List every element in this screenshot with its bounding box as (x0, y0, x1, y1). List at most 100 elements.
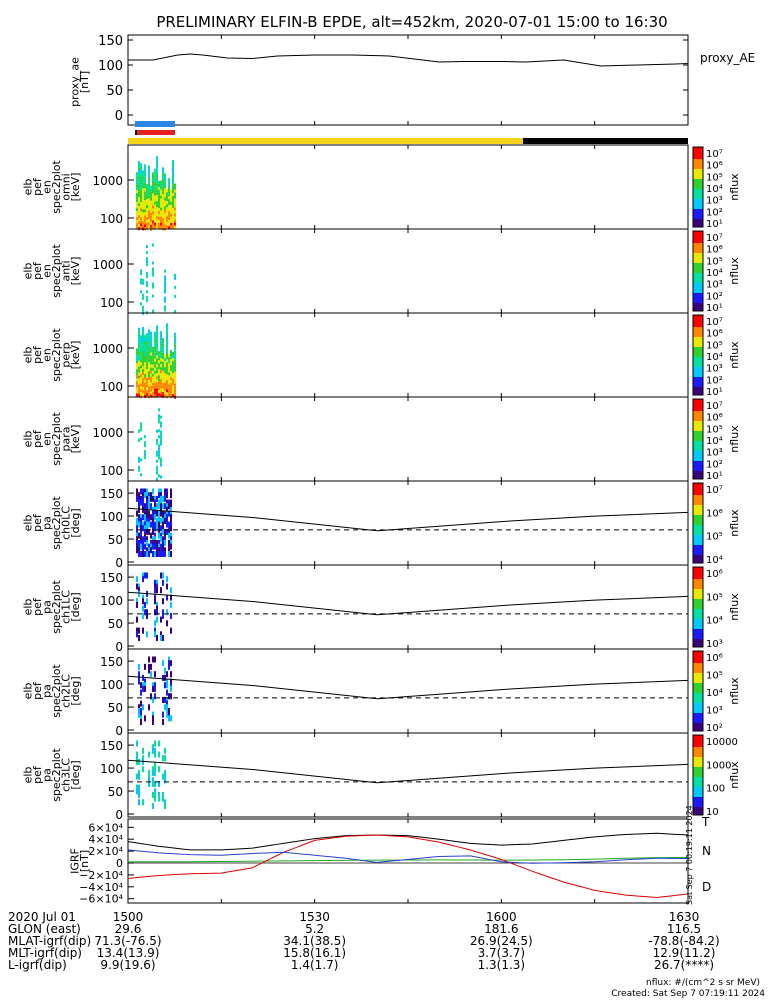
pa-cell (164, 514, 166, 521)
spec-cell (172, 217, 174, 221)
pa-cell (168, 510, 170, 517)
spec-cell (144, 435, 146, 439)
igrf-series-D (127, 834, 689, 899)
spec-cell (160, 198, 162, 202)
pa-cell (148, 514, 150, 521)
spec-cell (144, 170, 146, 174)
pa-cell (138, 514, 140, 521)
spec-cell (142, 281, 144, 285)
spec-cell (138, 339, 140, 343)
pa-cell (166, 583, 168, 590)
spec-cell (150, 361, 152, 365)
spec-cell (146, 393, 148, 397)
pa-cell (146, 492, 148, 499)
spec-cell (152, 181, 154, 185)
spec-cell (138, 393, 140, 397)
ylabel-line: elb (21, 431, 34, 448)
loss-cone-line (127, 759, 689, 784)
spec-cell (156, 379, 158, 383)
ylabel-line: para (59, 427, 72, 452)
spec-cell (150, 334, 152, 338)
spec-cell (164, 364, 166, 368)
spec-cell (146, 260, 148, 264)
spec-cell (158, 198, 160, 202)
spec-cell (154, 177, 156, 181)
spec-cell (140, 166, 142, 170)
colorbar-cell (693, 255, 703, 258)
pa-cell (148, 510, 150, 517)
pa-cell (156, 510, 158, 517)
spec-cell (166, 341, 168, 345)
pa-cell (152, 514, 154, 521)
loss-cone-line (127, 591, 689, 616)
colorbar-cell (693, 699, 703, 702)
pa-cell (144, 532, 146, 539)
pa-cell (150, 663, 152, 670)
colorbar-cell (693, 539, 703, 542)
ylabel-line: [keV] (69, 257, 82, 286)
pa-cell (154, 543, 156, 550)
pa-cell (144, 685, 146, 692)
pa-cell (144, 572, 146, 579)
spec-cell (142, 339, 144, 343)
colorbar-cell (693, 393, 703, 396)
pa-cell (152, 682, 154, 689)
spec-cell (164, 379, 166, 383)
spec-cell (164, 212, 166, 216)
pa-cell (148, 777, 150, 784)
pa-cell (152, 656, 154, 663)
colorbar-cell (693, 617, 703, 620)
colorbar-tick: 10⁶ (706, 569, 723, 580)
spec-cell (170, 350, 172, 354)
pa-cell (138, 503, 140, 510)
ylabel-line: pef (31, 765, 44, 784)
colorbar-cell (693, 235, 703, 238)
spec-cell (164, 308, 166, 312)
colorbar-cell (693, 427, 703, 430)
pa-cell (158, 791, 160, 798)
pa-cell (148, 656, 150, 663)
colorbar-cell (693, 259, 703, 262)
colorbar-tick: 10¹ (706, 471, 723, 482)
colorbar-tick: 10⁴ (706, 688, 723, 699)
spec-cell (146, 299, 148, 303)
spec-cell (138, 221, 140, 225)
pa-cell (156, 605, 158, 612)
pa-cell (156, 543, 158, 550)
spec-cell (138, 194, 140, 198)
spec-cell (172, 388, 174, 392)
spec-cell (152, 355, 154, 359)
spec-cell (140, 269, 142, 273)
spec-cell (154, 355, 156, 359)
pa-cell (158, 488, 160, 495)
spec-cell (156, 471, 158, 475)
pa-cell (168, 711, 170, 718)
pa-cell (160, 525, 162, 532)
spec-cell (144, 203, 146, 207)
spec-cell (136, 351, 138, 355)
colorbar-cell (693, 219, 703, 222)
spec-cell (146, 184, 148, 188)
spec-cell (142, 336, 144, 340)
colorbar-tick: 10² (706, 291, 723, 302)
pa-cell (162, 550, 164, 557)
colorbar-tick: 10000 (706, 737, 738, 748)
spec-cell (172, 361, 174, 365)
colorbar-cell (693, 607, 703, 610)
colorbar-cell (693, 601, 703, 604)
spec-cell (142, 203, 144, 207)
colorbar-cell (693, 547, 703, 550)
colorbar-cell (693, 381, 703, 384)
spec-cell (162, 179, 164, 183)
science-zone-blue-bar (135, 121, 175, 127)
spec-cell (160, 219, 162, 223)
ylabel-line: [deg] (69, 676, 82, 705)
spec-cell (150, 349, 152, 353)
spec-cell (154, 186, 156, 190)
spec-cell (166, 350, 168, 354)
spec-cell (164, 206, 166, 210)
spec-cell (162, 209, 164, 213)
pa-cell (142, 550, 144, 557)
ylabel-line: omni (59, 173, 72, 200)
spec-cell (152, 199, 154, 203)
